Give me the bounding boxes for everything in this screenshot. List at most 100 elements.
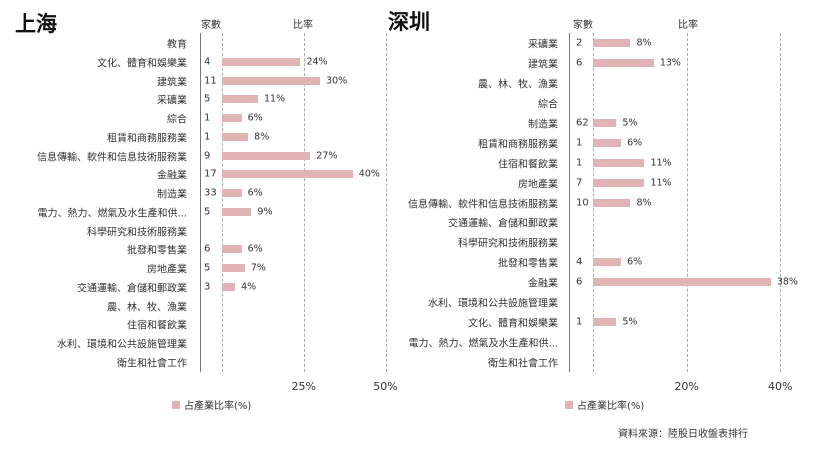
count-label: 11 [204, 75, 217, 87]
data-label: 6% [627, 256, 643, 268]
category-label: 采礦業 [157, 95, 187, 107]
category-label: 住宿和餐飲業 [127, 320, 187, 332]
ratio-header: 比率 [293, 20, 313, 31]
data-label: 8% [636, 37, 652, 49]
legend-label: 占產業比率(%) [184, 401, 252, 412]
category-axis [200, 33, 201, 372]
gridline-zero [222, 33, 223, 372]
bar [593, 258, 622, 267]
data-label: 40% [358, 168, 380, 180]
category-label: 教育 [167, 39, 187, 51]
bar [222, 57, 301, 66]
count-header: 家數 [573, 20, 593, 31]
data-label: 13% [659, 57, 681, 69]
count-label: 3 [204, 281, 211, 293]
data-label: 6% [627, 137, 643, 149]
category-label: 水利、環境和公共設施管理業 [428, 298, 558, 310]
x-tick-label: 50% [373, 380, 398, 393]
bar [222, 189, 242, 198]
category-label: 金融業 [528, 278, 558, 290]
data-label: 38% [776, 276, 798, 288]
count-label: 5 [204, 262, 211, 274]
bar [222, 264, 245, 273]
category-label: 建筑業 [157, 77, 187, 89]
count-label: 33 [204, 187, 217, 199]
category-label: 文化、體育和娛樂業 [468, 318, 558, 330]
count-label: 6 [576, 276, 583, 288]
count-label: 6 [576, 57, 583, 69]
x-tick-label: 20% [674, 380, 699, 393]
data-label: 6% [247, 187, 263, 199]
category-label: 科學研究和技術服務業 [458, 238, 558, 250]
category-label: 信息傳輸、軟件和信息技術服務業 [37, 152, 187, 164]
category-label: 電力、熱力、燃氣及水生產和供... [408, 338, 558, 350]
count-label: 1 [204, 112, 211, 124]
count-label: 17 [204, 168, 217, 180]
category-label: 綜合 [167, 114, 187, 126]
count-label: 10 [576, 197, 589, 209]
data-label: 5% [622, 117, 638, 129]
data-label: 24% [306, 56, 328, 68]
legend-swatch [565, 400, 573, 409]
data-label: 27% [316, 150, 338, 162]
category-label: 水利、環境和公共設施管理業 [57, 339, 187, 351]
bar [593, 118, 617, 127]
category-label: 文化、體育和娛樂業 [97, 58, 187, 70]
category-label: 綜合 [538, 99, 558, 111]
bar [222, 170, 353, 179]
count-label: 62 [576, 117, 589, 129]
data-label: 8% [636, 197, 652, 209]
bar [593, 198, 631, 207]
legend-swatch [172, 400, 180, 409]
category-label: 批發和零售業 [127, 245, 187, 257]
category-label: 房地產業 [147, 264, 187, 276]
data-label: 5% [622, 316, 638, 328]
x-tick-label: 25% [291, 380, 316, 393]
chart-title: 上海 [15, 12, 57, 36]
count-label: 4 [576, 256, 583, 268]
count-label: 1 [576, 157, 583, 169]
category-label: 金融業 [157, 170, 187, 182]
bar [222, 76, 321, 85]
data-label: 9% [257, 206, 273, 218]
data-label: 6% [247, 112, 263, 124]
category-axis [569, 33, 570, 372]
bar [222, 114, 242, 123]
category-label: 租賃和商務服務業 [107, 133, 187, 145]
count-label: 1 [576, 137, 583, 149]
bar [222, 207, 252, 216]
count-label: 5 [204, 93, 211, 105]
category-label: 交通運輸、倉儲和郵政業 [448, 218, 558, 230]
count-label: 2 [576, 37, 583, 49]
legend-label: 占產業比率(%) [577, 401, 645, 412]
count-label: 6 [204, 243, 211, 255]
category-label: 農、林、牧、漁業 [478, 79, 558, 91]
category-label: 電力、熱力、燃氣及水生產和供... [37, 208, 187, 220]
bar [222, 245, 242, 254]
bar [222, 95, 258, 104]
category-label: 房地產業 [518, 179, 558, 191]
category-label: 科學研究和技術服務業 [87, 227, 187, 239]
ratio-header: 比率 [678, 20, 698, 31]
count-label: 1 [576, 316, 583, 328]
bar [222, 282, 236, 291]
category-label: 租賃和商務服務業 [478, 139, 558, 151]
gridline [686, 33, 688, 372]
count-header: 家數 [201, 20, 221, 31]
category-label: 制造業 [157, 189, 187, 201]
legend: 占產業比率(%) [172, 397, 251, 412]
data-label: 11% [650, 157, 672, 169]
x-tick-label: 40% [767, 380, 793, 393]
count-label: 1 [204, 131, 211, 143]
chart-title: 深圳 [388, 10, 430, 34]
data-label: 11% [650, 177, 672, 189]
category-label: 批發和零售業 [498, 258, 558, 270]
gridline [303, 33, 305, 372]
data-label: 11% [263, 93, 286, 105]
category-label: 建筑業 [528, 59, 558, 71]
count-label: 5 [204, 206, 211, 218]
legend: 占產業比率(%) [565, 397, 644, 412]
data-label: 4% [241, 281, 257, 293]
count-label: 9 [204, 150, 211, 162]
